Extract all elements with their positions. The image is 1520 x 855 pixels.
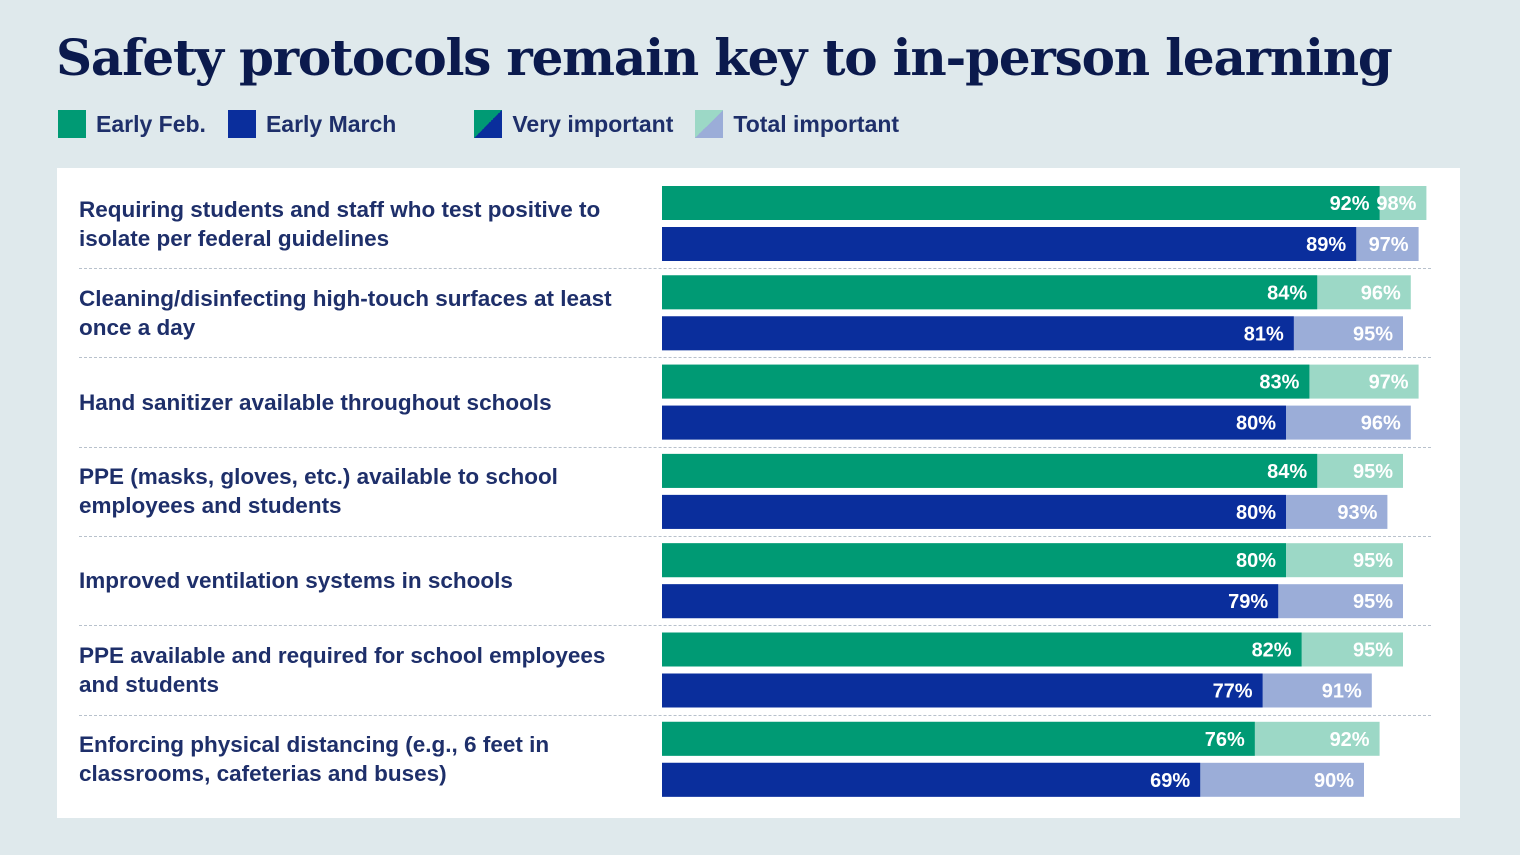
value-label-early-march-very-important: 79% (1228, 591, 1268, 613)
value-label-early-feb-very-important: 82% (1252, 640, 1292, 662)
value-label-early-feb-total-important: 95% (1353, 640, 1393, 662)
legend-item-early-feb: Early Feb. (58, 110, 206, 138)
value-label-early-feb-very-important: 84% (1267, 282, 1307, 304)
legend-item-very-important: Very important (474, 110, 673, 138)
value-label-early-march-very-important: 77% (1213, 681, 1253, 703)
bar-early-march-very-important (662, 495, 1286, 529)
row-divider (79, 625, 1431, 626)
value-label-early-march-total-important: 97% (1369, 234, 1409, 256)
value-label-early-march-very-important: 81% (1244, 323, 1284, 345)
bar-early-feb-very-important (662, 722, 1255, 756)
legend-label-very-important: Very important (512, 111, 673, 138)
row-divider (79, 447, 1431, 448)
value-label-early-feb-very-important: 83% (1259, 372, 1299, 394)
row-divider (79, 715, 1431, 716)
category-label: Improved ventilation systems in schools (79, 543, 649, 618)
value-label-early-feb-very-important: 84% (1267, 461, 1307, 483)
value-label-early-feb-total-important: 92% (1330, 729, 1370, 751)
bar-early-march-very-important (662, 584, 1278, 618)
value-label-early-march-very-important: 89% (1306, 234, 1346, 256)
value-label-early-march-very-important: 80% (1236, 502, 1276, 524)
legend-item-early-march: Early March (228, 110, 396, 138)
bar-early-feb-very-important (662, 633, 1302, 667)
value-label-early-feb-very-important: 80% (1236, 550, 1276, 572)
category-label: PPE available and required for school em… (79, 633, 649, 708)
value-label-early-feb-total-important: 98% (1376, 193, 1416, 215)
bar-early-march-very-important (662, 227, 1356, 261)
legend-label-early-feb: Early Feb. (96, 111, 206, 138)
legend-item-total-important: Total important (695, 110, 899, 138)
legend-swatch-very-important (474, 110, 502, 138)
bar-early-feb-very-important (662, 454, 1317, 488)
legend-label-early-march: Early March (266, 111, 396, 138)
row-divider (79, 268, 1431, 269)
value-label-early-feb-total-important: 96% (1361, 282, 1401, 304)
bar-early-feb-very-important (662, 186, 1380, 220)
chart-panel: 92% 98% 89% 97% 84% 96% 81% 95% 83% 97% 80% 96% 84% 9… (57, 168, 1460, 818)
legend-swatch-early-feb (58, 110, 86, 138)
row-divider (79, 536, 1431, 537)
value-label-early-feb-total-important: 95% (1353, 461, 1393, 483)
legend-swatch-early-march (228, 110, 256, 138)
value-label-early-march-total-important: 95% (1353, 323, 1393, 345)
bar-early-feb-very-important (662, 365, 1309, 399)
legend-label-total-important: Total important (733, 111, 899, 138)
value-label-early-march-total-important: 91% (1322, 681, 1362, 703)
bar-early-march-very-important (662, 316, 1294, 350)
category-label: Cleaning/disinfecting high-touch surface… (79, 275, 649, 350)
value-label-early-march-very-important: 80% (1236, 413, 1276, 435)
value-label-early-march-total-important: 96% (1361, 413, 1401, 435)
value-label-early-march-very-important: 69% (1150, 770, 1190, 792)
value-label-early-march-total-important: 93% (1337, 502, 1377, 524)
category-label: Requiring students and staff who test po… (79, 186, 649, 261)
chart-title: Safety protocols remain key to in-person… (56, 28, 1392, 87)
value-label-early-feb-total-important: 95% (1353, 550, 1393, 572)
category-label: Hand sanitizer available throughout scho… (79, 365, 649, 440)
category-label: Enforcing physical distancing (e.g., 6 f… (79, 722, 649, 797)
legend-swatch-total-important (695, 110, 723, 138)
bar-early-march-very-important (662, 406, 1286, 440)
legend: Early Feb. Early March Very important To… (58, 109, 921, 139)
bar-early-march-very-important (662, 674, 1263, 708)
value-label-early-march-total-important: 95% (1353, 591, 1393, 613)
value-label-early-march-total-important: 90% (1314, 770, 1354, 792)
row-divider (79, 357, 1431, 358)
bar-early-feb-very-important (662, 275, 1317, 309)
bar-early-march-very-important (662, 763, 1200, 797)
category-label: PPE (masks, gloves, etc.) available to s… (79, 454, 649, 529)
bar-early-feb-very-important (662, 543, 1286, 577)
value-label-early-feb-total-important: 97% (1369, 372, 1409, 394)
value-label-early-feb-very-important: 76% (1205, 729, 1245, 751)
value-label-early-feb-very-important: 92% (1330, 193, 1370, 215)
